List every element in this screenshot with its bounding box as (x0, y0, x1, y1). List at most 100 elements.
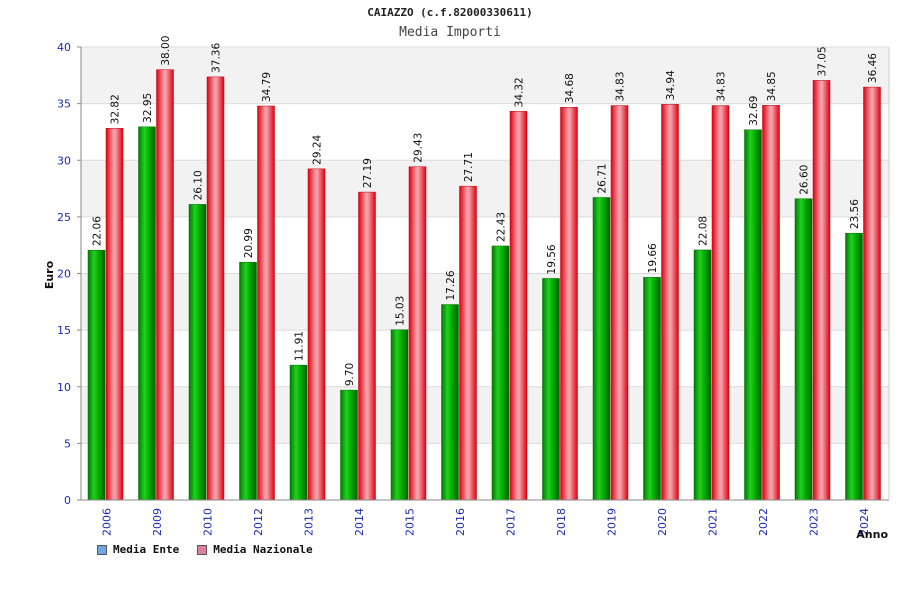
x-tick-label: 2006 (100, 508, 113, 536)
y-tick-label: 25 (57, 211, 71, 224)
bar-media-ente-2016 (441, 304, 459, 501)
bar-media-ente-2006 (87, 249, 106, 501)
bar-media-nazionale-2017 (509, 111, 528, 501)
x-tick-label: 2021 (706, 508, 719, 536)
bar-media-ente-2010 (188, 204, 207, 501)
bar-media-ente-2018 (542, 278, 560, 501)
data-label: 29.43 (413, 133, 425, 163)
bar-media-nazionale-2006 (105, 128, 124, 501)
bar-media-nazionale-2019 (610, 105, 629, 501)
y-tick-label: 10 (57, 381, 71, 394)
bar-media-nazionale-2016 (459, 185, 477, 501)
x-tick-label: 2017 (504, 508, 517, 536)
data-label: 22.08 (698, 216, 710, 246)
legend-item-media-ente: Media Ente (97, 543, 179, 556)
chart-subtitle: Media Importi (399, 25, 501, 40)
data-label: 34.83 (716, 71, 728, 101)
bar-media-ente-2023 (794, 198, 813, 501)
data-label: 34.83 (615, 71, 627, 101)
bar-media-ente-2012 (239, 262, 257, 501)
x-tick-label: 2009 (151, 508, 164, 536)
x-tick-label: 2016 (454, 508, 467, 536)
bar-media-ente-2014 (340, 389, 358, 501)
y-tick-label: 20 (57, 268, 71, 281)
bar-media-nazionale-2018 (560, 106, 578, 501)
bar-media-ente-2017 (491, 245, 510, 501)
data-label: 19.56 (546, 244, 558, 274)
x-tick-label: 2018 (555, 508, 568, 536)
x-tick-label: 2014 (353, 508, 366, 536)
data-label: 27.19 (362, 158, 374, 188)
x-tick-label: 2015 (403, 508, 416, 536)
bar-media-nazionale-2023 (812, 80, 831, 501)
data-label: 19.66 (647, 243, 659, 273)
x-tick-label: 2022 (757, 508, 770, 536)
bar-media-nazionale-2010 (206, 76, 225, 501)
legend-label-media-ente: Media Ente (113, 543, 180, 556)
data-label: 34.85 (766, 71, 778, 101)
data-label: 37.05 (817, 46, 829, 76)
legend-label-media-nazionale: Media Nazionale (213, 543, 313, 556)
bar-media-nazionale-2020 (661, 104, 679, 501)
data-label: 26.10 (193, 170, 205, 200)
y-tick-label: 0 (64, 494, 71, 507)
bar-media-nazionale-2012 (257, 105, 275, 501)
y-axis-label: Euro (43, 260, 56, 289)
bar-media-ente-2020 (643, 277, 661, 501)
bar-media-ente-2022 (744, 129, 762, 501)
bar-media-ente-2015 (390, 329, 409, 501)
data-label: 34.32 (514, 77, 526, 107)
x-axis-label: Anno (856, 528, 888, 541)
data-label: 38.00 (160, 36, 172, 66)
bar-media-nazionale-2022 (762, 105, 780, 501)
data-label: 11.91 (294, 331, 306, 361)
data-label: 29.24 (312, 134, 324, 164)
y-tick-label: 35 (57, 98, 71, 111)
y-tick-label: 40 (57, 41, 71, 54)
legend-swatch-media-nazionale (197, 544, 208, 555)
legend-swatch-media-ente (97, 544, 107, 555)
bar-media-nazionale-2021 (711, 105, 730, 501)
data-label: 26.60 (799, 165, 811, 195)
data-label: 36.46 (867, 53, 879, 83)
bar-media-nazionale-2009 (156, 69, 174, 501)
x-tick-label: 2012 (252, 508, 265, 536)
data-label: 22.43 (496, 212, 508, 242)
legend-item-media-nazionale: Media Nazionale (197, 543, 313, 556)
data-label: 32.95 (142, 93, 154, 123)
x-tick-label: 2024 (858, 508, 871, 536)
bar-media-nazionale-2024 (863, 86, 881, 501)
bar-media-nazionale-2014 (358, 191, 376, 501)
legend: Media Ente Media Nazionale (97, 543, 313, 556)
data-label: 34.79 (261, 72, 273, 102)
data-label: 9.70 (344, 363, 356, 386)
data-label: 34.68 (564, 73, 576, 103)
x-tick-label: 2020 (656, 508, 669, 536)
data-label: 15.03 (395, 296, 407, 326)
data-label: 34.94 (665, 70, 677, 100)
data-label: 32.69 (748, 96, 760, 126)
x-tick-label: 2013 (302, 508, 315, 536)
data-label: 37.36 (211, 43, 223, 73)
data-label: 26.71 (597, 163, 609, 193)
chart-title: CAIAZZO (c.f.82000330611) (367, 6, 533, 19)
data-label: 20.99 (243, 228, 255, 258)
x-tick-label: 2019 (605, 508, 618, 536)
data-label: 23.56 (849, 199, 861, 229)
data-label: 17.26 (445, 270, 457, 300)
x-tick-label: 2010 (201, 508, 214, 536)
y-tick-label: 15 (57, 324, 71, 337)
y-tick-label: 5 (64, 437, 71, 450)
bar-media-nazionale-2013 (307, 168, 326, 501)
data-label: 32.82 (110, 94, 122, 124)
data-label: 22.06 (92, 216, 104, 246)
bar-media-ente-2019 (592, 197, 611, 501)
y-tick-label: 30 (57, 154, 71, 167)
bar-media-ente-2024 (845, 232, 863, 501)
bar-media-ente-2013 (289, 364, 308, 501)
bar-media-nazionale-2015 (408, 166, 427, 501)
bar-media-ente-2009 (138, 126, 156, 501)
x-tick-label: 2023 (807, 508, 820, 536)
data-label: 27.71 (463, 152, 475, 182)
